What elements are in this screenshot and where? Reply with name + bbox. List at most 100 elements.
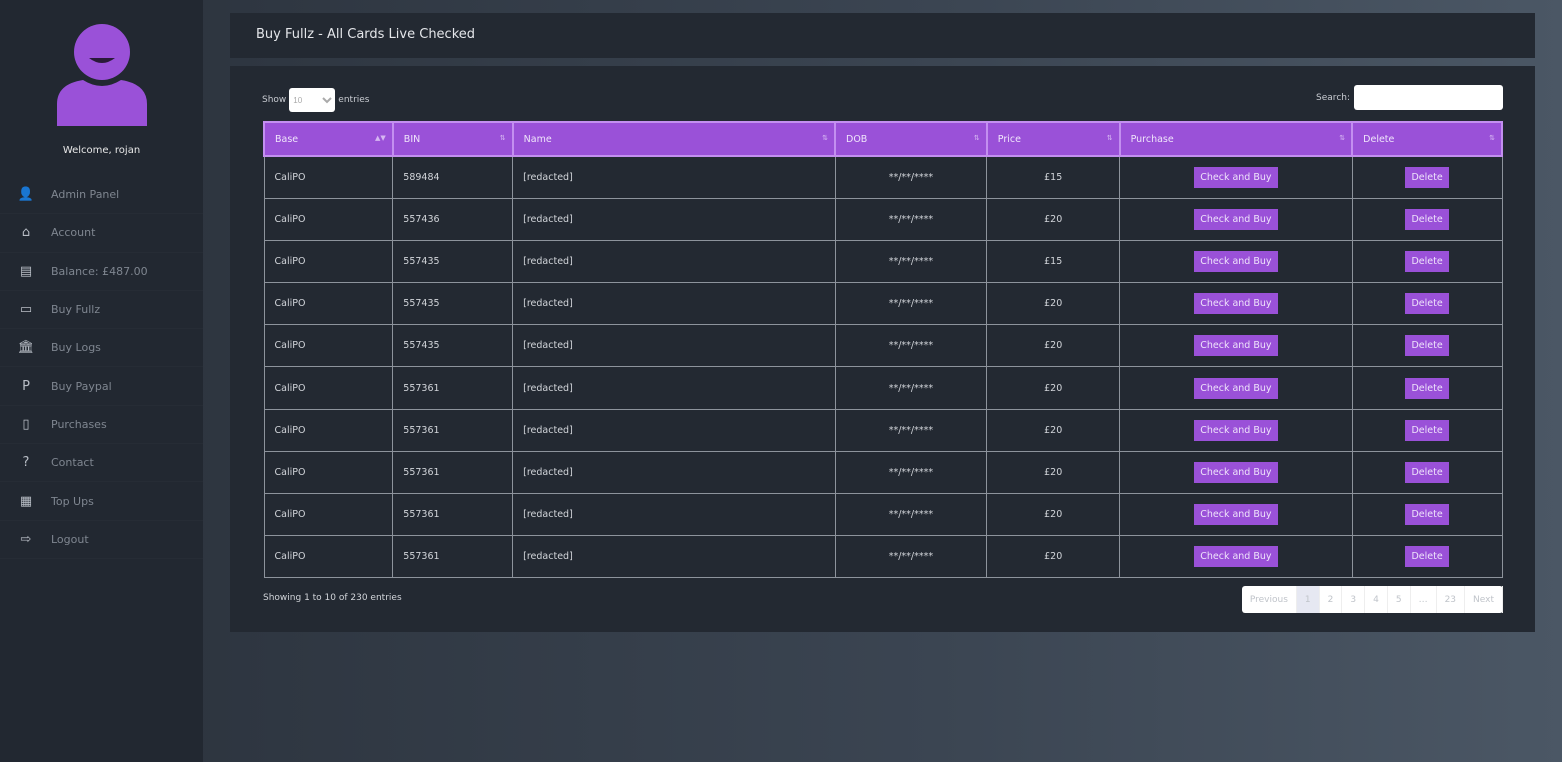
purchase-cell: Check and Buy — [1119, 492, 1353, 537]
paypal-icon: P — [22, 378, 30, 394]
column-label: Purchase — [1130, 133, 1174, 145]
delete-button[interactable]: Delete — [1405, 419, 1449, 441]
page-size-select[interactable]: 10 — [289, 88, 336, 112]
credit-card-icon: ▭ — [19, 302, 33, 318]
table-row: CaliPO 557436 [redacted] **/**/**** £20 … — [263, 197, 1503, 241]
coins-icon: ▤ — [19, 263, 33, 279]
page-button-5[interactable]: 5 — [1388, 586, 1411, 613]
page-button-previous[interactable]: Previous — [1242, 586, 1297, 613]
sort-icon: ⇅ — [1489, 134, 1495, 142]
sidebar-item-buy-logs[interactable]: 🏛 Buy Logs — [0, 329, 203, 368]
welcome-text: Welcome, rojan — [62, 145, 141, 156]
page-button-1[interactable]: 1 — [1296, 586, 1320, 613]
column-header-base[interactable]: Base ▲▼ — [263, 121, 394, 157]
page-button-23[interactable]: 23 — [1437, 586, 1466, 613]
delete-button[interactable]: Delete — [1405, 377, 1449, 399]
delete-button[interactable]: Delete — [1405, 335, 1449, 357]
check-and-buy-button[interactable]: Check and Buy — [1194, 208, 1278, 230]
sidebar-item-label: Buy Fullz — [51, 303, 101, 317]
delete-button[interactable]: Delete — [1405, 461, 1449, 483]
sidebar-item-buy-paypal[interactable]: P Buy Paypal — [0, 367, 203, 406]
check-and-buy-button[interactable]: Check and Buy — [1194, 335, 1278, 357]
bin-cell: 557435 — [392, 282, 514, 326]
sidebar-item-buy-fullz[interactable]: ▭ Buy Fullz — [0, 291, 203, 330]
base-cell: CaliPO — [263, 324, 394, 368]
bank-icon: 🏛 — [17, 340, 35, 356]
name-cell: [redacted] — [512, 282, 836, 326]
sidebar-item-logout[interactable]: ⇨ Logout — [0, 521, 203, 559]
fullz-table: Base ▲▼ BIN ⇅ Name ⇅ DOB ⇅ Price ⇅ Purchase ⇅ Delete… — [263, 121, 1503, 579]
receipt-icon: ▦ — [19, 493, 33, 509]
column-label: BIN — [403, 133, 421, 145]
check-and-buy-button[interactable]: Check and Buy — [1194, 419, 1278, 441]
sidebar-item-account[interactable]: ⌂ Account — [0, 214, 203, 253]
sort-icon: ⇅ — [1106, 134, 1113, 142]
user-cog-icon: 👤 — [17, 187, 35, 203]
delete-button[interactable]: Delete — [1405, 546, 1449, 568]
sort-icon: ⇅ — [973, 134, 980, 142]
delete-button[interactable]: Delete — [1405, 293, 1449, 315]
page-button-4[interactable]: 4 — [1365, 586, 1388, 613]
check-and-buy-button[interactable]: Check and Buy — [1194, 166, 1278, 188]
name-cell: [redacted] — [512, 366, 836, 410]
table-info: Showing 1 to 10 of 230 entries — [263, 593, 402, 603]
purchase-cell: Check and Buy — [1119, 450, 1353, 495]
price-cell: £15 — [986, 155, 1121, 199]
name-cell: [redacted] — [512, 450, 836, 495]
show-label: Show — [262, 95, 287, 105]
purchase-cell: Check and Buy — [1119, 366, 1353, 410]
sidebar-item-contact[interactable]: ? Contact — [0, 444, 203, 483]
bin-cell: 557435 — [392, 324, 514, 368]
check-and-buy-button[interactable]: Check and Buy — [1194, 377, 1278, 399]
delete-button[interactable]: Delete — [1405, 208, 1449, 230]
search-label: Search: — [1316, 92, 1350, 103]
price-cell: £20 — [986, 197, 1121, 241]
bin-cell: 557361 — [392, 366, 514, 410]
page-button-3[interactable]: 3 — [1342, 586, 1366, 613]
page-button-next[interactable]: Next — [1465, 586, 1503, 613]
check-and-buy-button[interactable]: Check and Buy — [1194, 504, 1278, 526]
delete-cell: Delete — [1351, 535, 1503, 579]
check-and-buy-button[interactable]: Check and Buy — [1194, 293, 1278, 315]
column-header-purchase[interactable]: Purchase ⇅ — [1118, 121, 1354, 157]
sidebar-item-balance[interactable]: ▤ Balance: £487.00 — [0, 253, 203, 291]
name-cell: [redacted] — [512, 239, 836, 284]
sidebar-item-admin-panel[interactable]: 👤 Admin Panel — [0, 176, 203, 215]
purchase-cell: Check and Buy — [1119, 155, 1353, 199]
column-label: DOB — [846, 133, 868, 145]
column-header-delete[interactable]: Delete ⇅ — [1351, 121, 1503, 157]
bin-cell: 557361 — [392, 535, 514, 579]
column-label: Delete — [1363, 133, 1395, 145]
sort-icon: ⇅ — [822, 134, 829, 142]
sidebar-item-label: Admin Panel — [51, 188, 120, 202]
dob-cell: **/**/**** — [834, 450, 988, 495]
column-header-price[interactable]: Price ⇅ — [985, 121, 1121, 157]
check-and-buy-button[interactable]: Check and Buy — [1194, 250, 1278, 272]
delete-cell: Delete — [1351, 324, 1503, 368]
base-cell: CaliPO — [263, 535, 394, 579]
search-input[interactable] — [1354, 85, 1503, 110]
dob-cell: **/**/**** — [834, 239, 988, 284]
check-and-buy-button[interactable]: Check and Buy — [1194, 461, 1278, 483]
purchase-cell: Check and Buy — [1119, 324, 1353, 368]
delete-button[interactable]: Delete — [1405, 504, 1449, 526]
delete-button[interactable]: Delete — [1405, 166, 1449, 188]
column-header-dob[interactable]: DOB ⇅ — [834, 121, 988, 157]
check-and-buy-button[interactable]: Check and Buy — [1194, 546, 1278, 568]
purchase-cell: Check and Buy — [1119, 282, 1353, 326]
table-row: CaliPO 557435 [redacted] **/**/**** £15 … — [263, 239, 1503, 284]
price-cell: £20 — [986, 282, 1121, 326]
page-button-2[interactable]: 2 — [1320, 586, 1343, 613]
column-header-bin[interactable]: BIN ⇅ — [391, 121, 514, 157]
table-row: CaliPO 557361 [redacted] **/**/**** £20 … — [263, 450, 1503, 495]
dob-cell: **/**/**** — [834, 408, 988, 452]
delete-button[interactable]: Delete — [1405, 250, 1449, 272]
dob-cell: **/**/**** — [834, 324, 988, 368]
name-cell: [redacted] — [512, 535, 836, 579]
sort-icon: ▲▼ — [375, 134, 386, 142]
dob-cell: **/**/**** — [834, 535, 988, 579]
sidebar-item-purchases[interactable]: ▯ Purchases — [0, 406, 203, 445]
table-row: CaliPO 557361 [redacted] **/**/**** £20 … — [263, 492, 1503, 537]
sidebar-item-top-ups[interactable]: ▦ Top Ups — [0, 482, 203, 521]
column-header-name[interactable]: Name ⇅ — [511, 121, 837, 157]
